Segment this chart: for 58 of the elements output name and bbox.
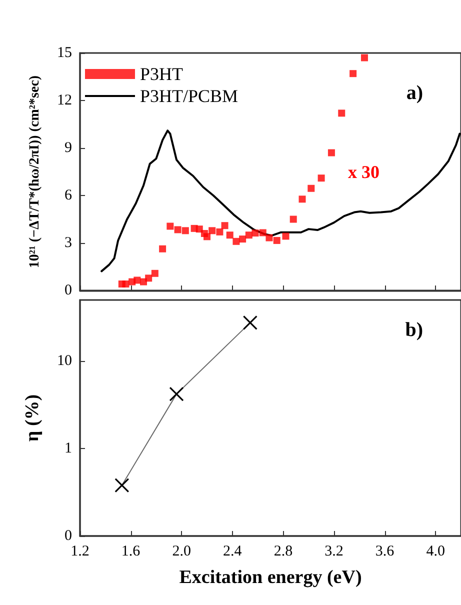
point <box>308 184 315 192</box>
y-tick-label: 1 <box>64 440 72 457</box>
point <box>239 236 246 243</box>
point <box>151 270 158 277</box>
point <box>298 196 306 203</box>
annotation: b) <box>405 319 424 341</box>
point <box>145 274 152 282</box>
point <box>174 226 182 234</box>
y-tick-label: 15 <box>57 45 72 61</box>
x-tick-label: 3.2 <box>324 544 344 560</box>
point <box>232 238 240 245</box>
point <box>350 70 357 78</box>
y-axis-title: η (%) <box>22 394 43 442</box>
x-axis-title: Excitation energy (eV) <box>179 567 362 588</box>
y-tick-label: 0 <box>64 528 72 544</box>
x-tick-label: 2.8 <box>274 544 293 560</box>
y-tick-label: 6 <box>64 188 72 204</box>
line-series <box>100 130 461 272</box>
point <box>259 229 266 236</box>
point <box>122 280 130 288</box>
legend-label: P3HT <box>140 64 184 84</box>
point <box>169 386 184 402</box>
point <box>166 222 174 230</box>
point <box>266 234 273 242</box>
point <box>242 315 258 330</box>
x-tick-label: 1.2 <box>70 544 90 560</box>
y-tick-label: 0 <box>64 282 72 298</box>
point <box>290 216 297 223</box>
point <box>159 245 166 252</box>
x-tick-label: 1.6 <box>121 544 141 560</box>
x-tick-label: 3.6 <box>375 544 395 560</box>
annotation: a) <box>406 82 424 104</box>
point <box>208 227 216 234</box>
y-tick-label: 12 <box>57 92 72 108</box>
point <box>182 227 189 234</box>
point <box>221 222 228 230</box>
x-tick-label: 2.0 <box>172 544 191 560</box>
point <box>204 233 210 240</box>
y-tick-label: 9 <box>64 140 72 156</box>
point <box>226 232 234 239</box>
point <box>360 54 368 62</box>
point <box>245 232 252 239</box>
legend-label: P3HT/PCBM <box>140 86 238 106</box>
point <box>318 174 325 182</box>
annotation: x 30 <box>348 162 380 182</box>
y-axis-title: 10²¹ (−ΔT/T*(hω/2πI)) (cm²*sec) <box>28 75 42 268</box>
point <box>328 149 335 156</box>
point <box>216 228 224 236</box>
point <box>134 276 141 284</box>
point <box>273 236 280 244</box>
x-tick-label: 2.4 <box>223 544 242 560</box>
y-tick-label: 10 <box>57 353 72 370</box>
x-tick-label: 4.0 <box>426 544 445 560</box>
point <box>114 478 130 493</box>
point <box>252 230 259 237</box>
point <box>282 232 290 240</box>
point <box>338 110 346 117</box>
y-tick-label: 3 <box>64 235 72 251</box>
